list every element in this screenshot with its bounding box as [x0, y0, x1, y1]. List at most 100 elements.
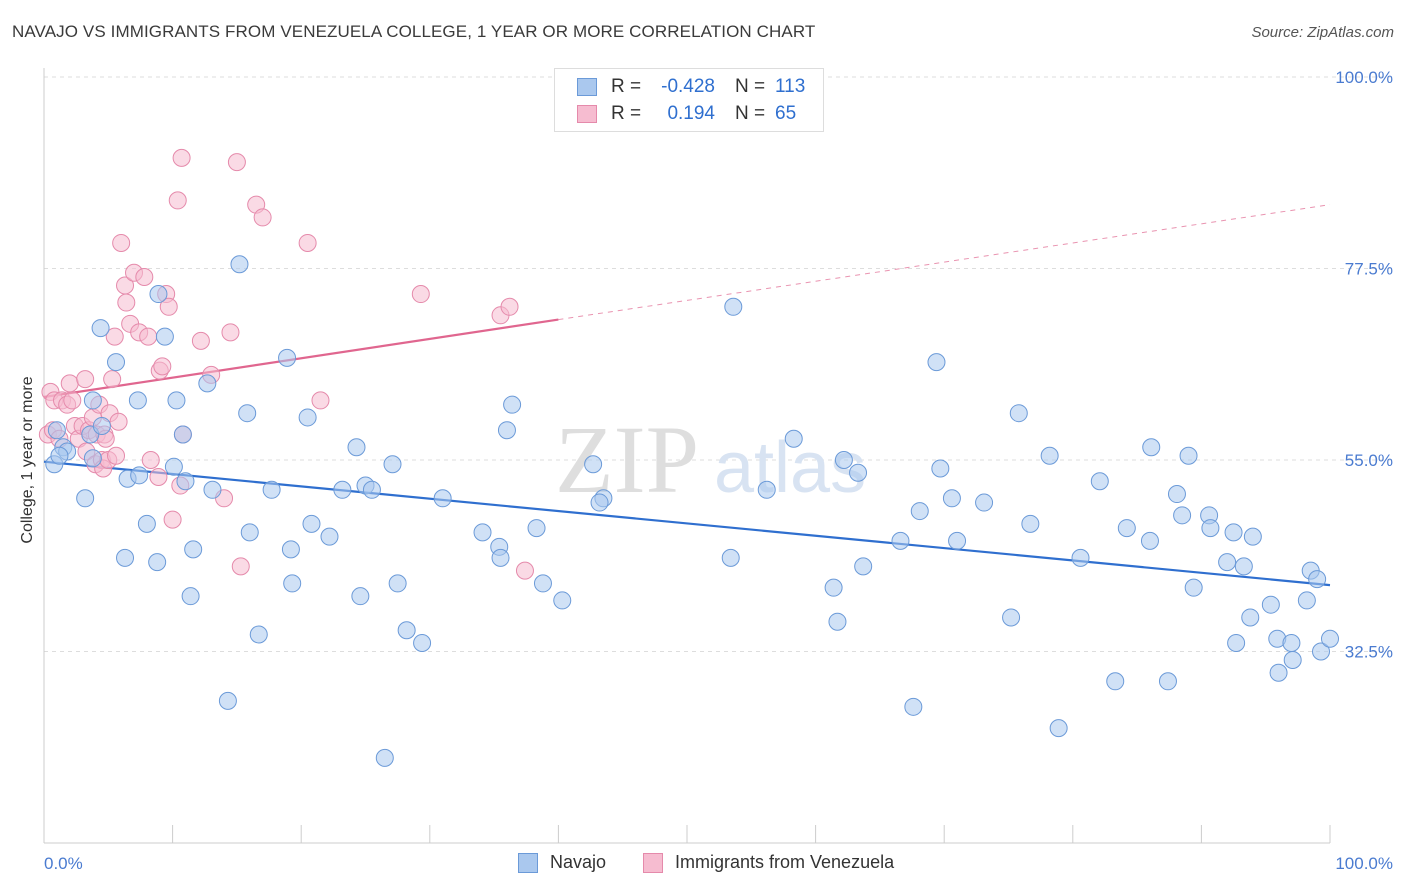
- navajo-trend-line: [43, 460, 1331, 587]
- venezuela-point: [311, 391, 330, 410]
- navajo-point: [1261, 595, 1280, 614]
- venezuela-point: [103, 370, 122, 389]
- venezuela-point: [515, 561, 534, 580]
- navajo-point: [1234, 557, 1253, 576]
- navajo-point: [173, 425, 192, 444]
- venezuela-point: [149, 468, 168, 487]
- bottom-legend-swatch-venezuela: [643, 852, 663, 873]
- bottom-legend: Navajo Immigrants from Venezuela: [0, 852, 1406, 876]
- venezuela-point: [76, 370, 95, 389]
- venezuela-point: [253, 208, 272, 227]
- navajo-point: [230, 255, 249, 274]
- navajo-point: [83, 449, 102, 468]
- navajo-point: [1049, 719, 1068, 738]
- navajo-point: [148, 553, 167, 572]
- navajo-point: [278, 348, 297, 367]
- navajo-point: [388, 574, 407, 593]
- tick-labels: 32.5% 55.0% 77.5% 100.0% 0.0% 100.0%: [44, 68, 1393, 873]
- navajo-point: [1282, 633, 1301, 652]
- venezuela-point: [191, 331, 210, 350]
- navajo-point: [849, 463, 868, 482]
- trend-lines: [43, 204, 1331, 587]
- navajo-point: [375, 748, 394, 767]
- navajo-point: [721, 548, 740, 567]
- chart-title: NAVAJO VS IMMIGRANTS FROM VENEZUELA COLL…: [12, 22, 816, 41]
- navajo-point: [533, 574, 552, 593]
- navajo-point: [828, 612, 847, 631]
- legend-row-navajo: R = -0.428 N = 113: [577, 74, 815, 100]
- navajo-point: [1009, 404, 1028, 423]
- legend-n-value: 113: [775, 76, 806, 97]
- navajo-point: [891, 531, 910, 550]
- navajo-point: [320, 527, 339, 546]
- navajo-point: [181, 587, 200, 606]
- bottom-legend-venezuela: Immigrants from Venezuela: [643, 852, 894, 873]
- navajo-point: [975, 493, 994, 512]
- legend-r-value: -0.428: [661, 76, 715, 97]
- bottom-legend-label-venezuela: Immigrants from Venezuela: [675, 852, 895, 872]
- navajo-point: [1321, 629, 1339, 648]
- x-tick-label: 0.0%: [44, 854, 83, 873]
- navajo-point: [1071, 548, 1090, 567]
- navajo-point: [176, 472, 195, 491]
- navajo-point: [198, 374, 217, 393]
- navajo-point: [1117, 519, 1136, 538]
- navajo-point: [1173, 506, 1192, 525]
- legend-r-label: R =: [611, 76, 642, 97]
- navajo-point: [164, 457, 183, 476]
- navajo-points: [45, 255, 1339, 767]
- venezuela-point: [227, 153, 246, 172]
- y-tick-label: 55.0%: [1345, 451, 1393, 470]
- venezuela-trend-line: [43, 318, 559, 399]
- legend-n-value: 65: [775, 103, 797, 124]
- navajo-point: [76, 489, 95, 508]
- venezuela-point: [60, 374, 79, 393]
- navajo-point: [503, 395, 522, 414]
- navajo-point: [497, 421, 516, 440]
- navajo-point: [130, 466, 149, 485]
- navajo-point: [91, 319, 110, 338]
- watermark-zip: ZIP: [555, 406, 699, 513]
- navajo-point: [1040, 446, 1059, 465]
- bottom-legend-navajo: Navajo: [518, 852, 606, 873]
- venezuela-point: [159, 297, 178, 316]
- legend-n-label: N =: [735, 76, 766, 97]
- navajo-point: [1283, 651, 1302, 670]
- chart-source: Source: ZipAtlas.com: [1251, 24, 1394, 41]
- navajo-point: [249, 625, 268, 644]
- bottom-legend-swatch-navajo: [518, 852, 538, 873]
- legend-swatch-venezuela: [577, 105, 597, 123]
- navajo-point: [50, 446, 69, 465]
- navajo-point: [413, 633, 432, 652]
- navajo-point: [834, 451, 853, 469]
- navajo-point: [92, 416, 111, 435]
- navajo-point: [116, 548, 135, 567]
- navajo-point: [553, 591, 572, 610]
- navajo-point: [1297, 591, 1316, 610]
- navajo-point: [283, 574, 302, 593]
- navajo-point: [383, 455, 402, 474]
- navajo-point: [1311, 642, 1330, 661]
- venezuela-point: [168, 191, 187, 210]
- navajo-point: [433, 489, 452, 508]
- navajo-point: [302, 514, 321, 533]
- navajo-point: [910, 502, 929, 521]
- navajo-point: [333, 480, 352, 499]
- navajo-point: [942, 489, 961, 508]
- navajo-point: [1179, 446, 1198, 465]
- navajo-point: [1227, 633, 1246, 652]
- navajo-point: [854, 557, 873, 576]
- venezuela-point: [105, 327, 124, 346]
- navajo-point: [1106, 672, 1125, 691]
- navajo-point: [948, 531, 967, 550]
- navajo-point: [1002, 608, 1021, 627]
- legend-swatch-navajo: [577, 78, 597, 96]
- navajo-point: [167, 391, 186, 410]
- venezuela-point: [109, 412, 128, 431]
- navajo-point: [240, 523, 259, 542]
- venezuela-point: [107, 446, 126, 465]
- venezuela-point: [163, 510, 182, 529]
- venezuela-point: [117, 293, 136, 312]
- navajo-point: [1218, 553, 1237, 572]
- navajo-point: [107, 353, 126, 372]
